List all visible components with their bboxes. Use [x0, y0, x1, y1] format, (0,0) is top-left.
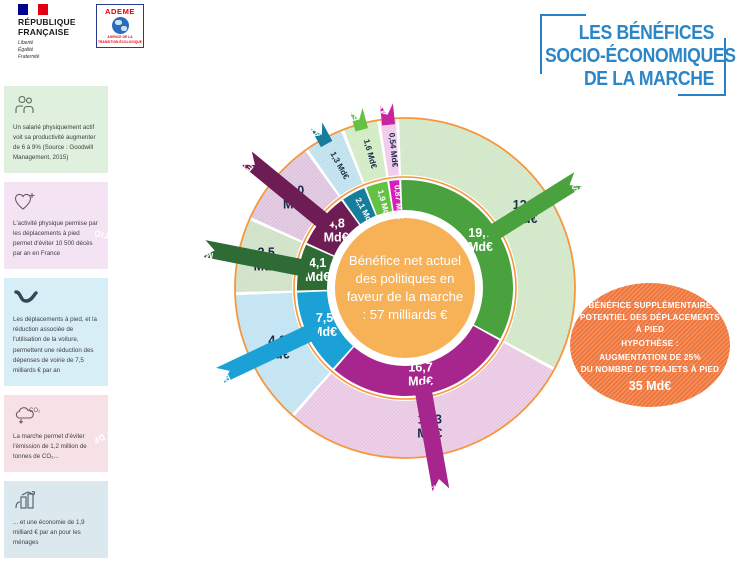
info-card-text: Un salarié physiquement actif voit sa pr…	[13, 124, 96, 162]
ribbon-label: PRODUCTIVITÉ DES ACTIFS	[569, 115, 687, 194]
ribbon-label: RÉDUCTION DES DÉPENSES DE VOIRIE	[95, 373, 232, 463]
rf-motto3: Fraternité	[18, 53, 40, 60]
info-card-text: ... et une économie de 1,9 milliard € pa…	[13, 518, 85, 546]
callout-line-1: BÉNÉFICE SUPPLÉMENTAIRE	[589, 301, 712, 310]
bracket-bottom-vertical	[724, 38, 726, 96]
sunburst-chart: Bénéfice net actuel des politiques en fa…	[95, 0, 730, 521]
info-card: CO₂ La marche permet d'éviter l'émission…	[4, 394, 108, 472]
rf-line1: RÉPUBLIQUE	[18, 17, 76, 27]
segment-ribbon[interactable]	[349, 107, 369, 132]
callout-line-4: HYPOTHÈSE :	[621, 339, 679, 348]
rf-motto2: Égalité	[18, 46, 34, 53]
outer-segment-hatch	[399, 118, 575, 368]
segment-ribbon[interactable]	[202, 240, 311, 278]
bracket-bottom	[678, 94, 726, 96]
republique-francaise-logo: RÉPUBLIQUE FRANÇAISE Liberté Égalité Fra…	[18, 4, 80, 60]
inner-value-label: 7,5	[316, 311, 333, 325]
segment-ribbon[interactable]	[310, 122, 333, 148]
inner-segment[interactable]	[297, 291, 359, 369]
inner-value-label: Md€	[305, 270, 330, 284]
outer-outline	[234, 117, 576, 459]
callout-line-5: AUGMENTATION DE 25%	[599, 353, 701, 362]
ribbon-subtitle: bruit, pollution, CO₂, congestion	[189, 124, 255, 179]
inner-segment[interactable]	[389, 180, 402, 219]
info-card-text: La marche permet d'éviter l'émission de …	[13, 432, 87, 460]
inner-value-label: 0,87 Md€	[392, 185, 404, 221]
ribbon-label: EXTERNALITÉS ÉVITÉES	[158, 91, 256, 174]
ademe-tagline: AGENCE DE LA TRANSITION ÉCOLOGIQUE	[97, 35, 143, 44]
bracket-top-vertical	[540, 14, 542, 74]
french-flag-icon	[18, 4, 48, 15]
inner-value-label: 16,7	[408, 361, 432, 375]
road-icon	[13, 287, 99, 309]
inner-value-label: Md€	[468, 240, 493, 254]
segment-ribbon[interactable]	[483, 172, 584, 244]
inner-value-label: 4,1	[309, 256, 326, 270]
info-card: Un salarié physiquement actif voit sa pr…	[4, 86, 108, 174]
bracket-top	[540, 14, 586, 16]
info-card: Les déplacements à pied, et la réduction…	[4, 278, 108, 386]
title-line-3: DE LA MARCHE	[583, 68, 714, 91]
outer-segment-hatch	[343, 120, 387, 183]
callout-line-2: POTENTIEL DES DÉPLACEMENTS	[580, 313, 720, 322]
outer-segment-hatch	[380, 118, 399, 177]
center-line-4: : 57 milliards €	[362, 307, 448, 322]
center-line-3: faveur de la marche	[347, 289, 464, 304]
segment-ribbon[interactable]	[241, 151, 335, 233]
inner-value-label: Md€	[324, 231, 349, 245]
heart-plus-icon	[13, 191, 99, 213]
ribbon-label: ATTRACTIVITÉ DES COMMERCES	[363, 0, 389, 116]
info-card-text: L'activité physique permise par les dépl…	[13, 220, 98, 258]
rf-motto1: Liberté	[18, 40, 34, 47]
rf-line2: FRANÇAISE	[18, 26, 70, 37]
info-card: ... et une économie de 1,9 milliard € pa…	[4, 480, 108, 558]
center-line-2: des politiques en	[356, 271, 455, 286]
people-icon	[13, 95, 99, 117]
ribbon-label: MOINDRE CONSOMMATION D'ESPACE	[95, 217, 214, 262]
svg-text:CO₂: CO₂	[29, 408, 41, 414]
title-line-2: SOCIO-ÉCONOMIQUES	[545, 45, 736, 68]
ribbon-label: AUTONOMIE DES ENFANTS	[251, 21, 322, 140]
header-logos: RÉPUBLIQUE FRANÇAISE Liberté Égalité Fra…	[18, 4, 144, 60]
ademe-logo: ADEME AGENCE DE LA TRANSITION ÉCOLOGIQUE	[96, 4, 144, 48]
globe-icon	[111, 17, 129, 34]
callout-line-3: À PIED	[636, 325, 665, 334]
title-block: LES BÉNÉFICES SOCIO-ÉCONOMIQUES DE LA MA…	[512, 8, 742, 104]
ribbon-label: AMÉLIORATION DE LA SANTÉ	[431, 483, 466, 521]
segment-ribbon[interactable]	[413, 382, 450, 492]
info-card: L'activité physique permise par les dépl…	[4, 182, 108, 270]
callout-value: 35 Md€	[629, 379, 671, 393]
ademe-wordmark: ADEME	[104, 7, 136, 16]
segment-ribbon[interactable]	[380, 103, 396, 126]
title-line-1: LES BÉNÉFICES	[578, 22, 715, 44]
info-card-text: Les déplacements à pied, et la réduction…	[13, 316, 97, 374]
callout-line-6: DU NOMBRE DE TRAJETS À PIED	[581, 365, 720, 374]
center-line-1: Bénéfice net actuel	[349, 253, 461, 268]
page-title: LES BÉNÉFICES SOCIO-ÉCONOMIQUES DE LA MA…	[545, 22, 736, 92]
ribbon-label: ÉCONOMIES POUR LES MÉNAGES	[308, 0, 361, 122]
segment-ribbon[interactable]	[216, 322, 321, 384]
co2-cloud-icon: CO₂	[13, 404, 99, 426]
info-cards-column: Un salarié physiquement actif voit sa pr…	[4, 86, 108, 567]
inner-outline	[293, 176, 517, 400]
callout-bubble: BÉNÉFICE SUPPLÉMENTAIRE POTENTIEL DES DÉ…	[570, 283, 730, 407]
center-disc	[335, 218, 475, 358]
outer-value-label: 0,54 Md€	[387, 132, 399, 168]
bar-chart-icon	[13, 490, 99, 512]
